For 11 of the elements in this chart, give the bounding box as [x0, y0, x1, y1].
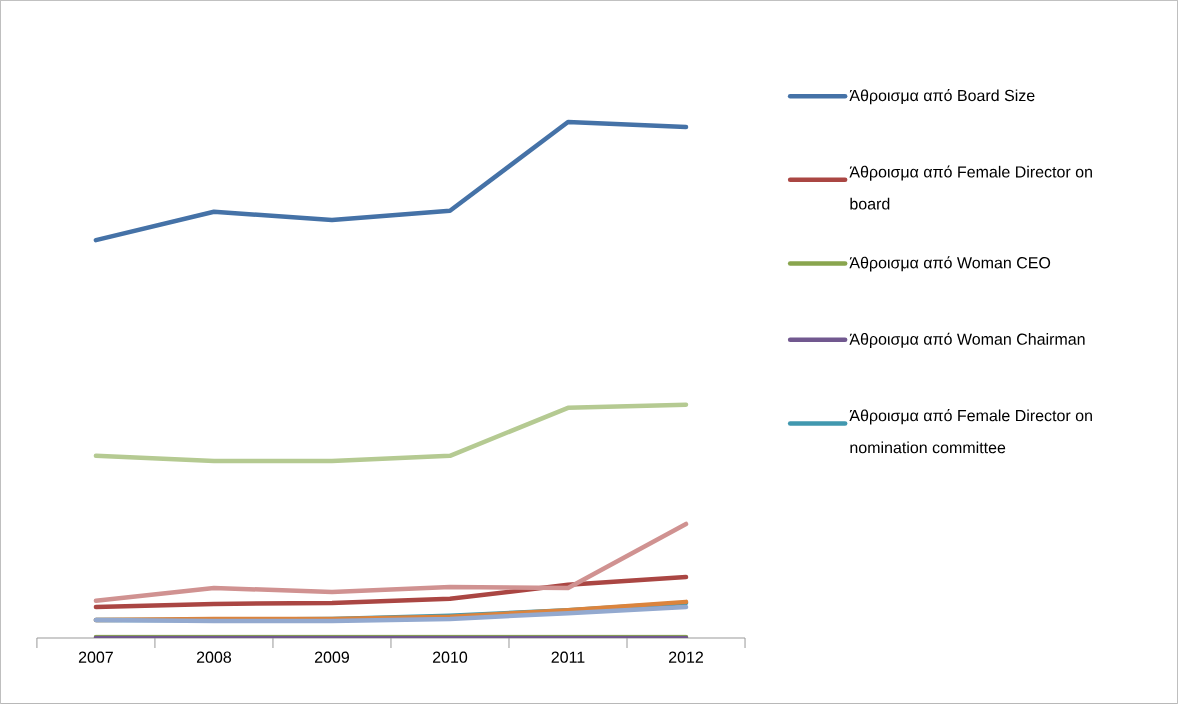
x-tick-label: 2011: [551, 651, 585, 663]
legend-label: Άθροισμα από Female Director on board: [849, 165, 1092, 210]
legend-label: Άθροισμα από Woman CEO: [849, 256, 1051, 272]
legend-label: Άθροισμα από Board Size: [849, 89, 1035, 105]
x-tick-label: 2009: [314, 651, 349, 663]
x-tick-label: 2008: [196, 651, 232, 663]
x-tick-label: 2007: [78, 651, 113, 663]
x-tick-label: 2012: [669, 651, 703, 663]
legend-label: Άθροισμα από Woman Chairman: [849, 332, 1085, 349]
x-tick-label: 2010: [432, 651, 468, 663]
legend-label: Άθροισμα από Female Director on nomination committee: [849, 409, 1092, 454]
